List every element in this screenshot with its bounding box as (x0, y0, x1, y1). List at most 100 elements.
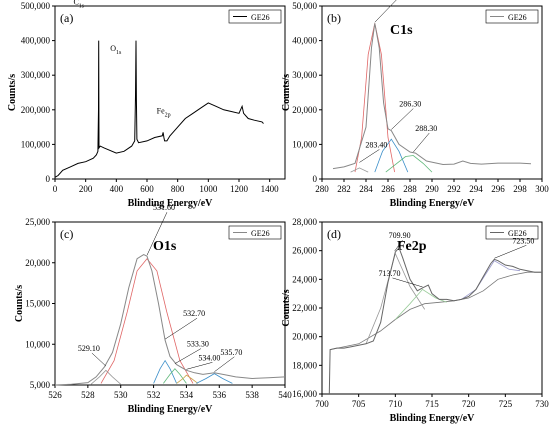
annotation-label: O1s (110, 44, 122, 56)
y-tick-label: 26,000 (292, 246, 317, 256)
legend-box (485, 225, 539, 240)
y-axis-label: Counts/s (7, 74, 18, 111)
series-line-fit (354, 23, 395, 173)
annotation-label: 534.00 (198, 353, 220, 362)
y-tick-label: 22,000 (292, 303, 317, 313)
y-axis-label: Counts/s (14, 285, 25, 322)
y-tick-label: 10,000 (292, 139, 317, 149)
legend-label: GE26 (251, 13, 270, 22)
x-tick-label: 536 (213, 390, 227, 400)
y-tick-label: 40,000 (292, 36, 317, 46)
x-tick-label: 200 (79, 184, 93, 194)
y-tick-label: 5,000 (30, 380, 51, 390)
annotation-label: 723.50 (512, 236, 534, 245)
x-tick-label: 288 (403, 184, 417, 194)
legend-label: GE26 (508, 13, 527, 22)
annotation-label: Fe2p (157, 106, 171, 118)
x-tick-label: 282 (337, 184, 351, 194)
y-tick-label: 16,000 (292, 389, 317, 399)
x-tick-label: 540 (278, 390, 292, 400)
panel-label: (c) (60, 227, 73, 241)
y-tick-label: 100,000 (21, 139, 51, 149)
legend-label: GE26 (508, 229, 527, 238)
y-tick-label: 25,000 (25, 217, 50, 227)
panel-2: 280 282 284 286 288 290 292 294 296 298 300 0 10,000… (281, 0, 549, 209)
plot-frame (321, 221, 543, 395)
annotation-label: 709.90 (389, 231, 411, 240)
y-axis-label: Counts/s (281, 289, 292, 326)
x-tick-label: 534 (180, 390, 194, 400)
annotation-leader (214, 356, 235, 372)
x-tick-label: 1400 (261, 184, 280, 194)
panel-label: (a) (60, 11, 73, 25)
x-tick-label: 1000 (199, 184, 218, 194)
series-line-fit (374, 138, 409, 173)
panel-title: O1s (153, 239, 177, 254)
x-tick-label: 730 (535, 399, 549, 409)
annotation-label: 286.30 (399, 100, 421, 109)
annotation-label: 283.40 (365, 140, 387, 149)
x-tick-label: 720 (462, 399, 476, 409)
annotation-leader (494, 245, 527, 259)
annotation-label: 713.70 (378, 269, 400, 278)
plot-frame (321, 5, 543, 180)
legend-box (228, 225, 282, 240)
panel-4: 700 705 710 715 720 725 730 16,000 18,000 20,000 2… (281, 217, 549, 424)
legend-label: GE26 (251, 229, 270, 238)
x-tick-label: 705 (352, 399, 366, 409)
annotation-label: 288.30 (415, 124, 437, 133)
y-tick-label: 500,000 (21, 1, 51, 11)
x-tick-label: 298 (513, 184, 527, 194)
annotation-leader (174, 348, 202, 364)
panel-label: (b) (327, 11, 341, 25)
x-tick-label: 700 (315, 399, 329, 409)
series-line-fit (153, 359, 177, 384)
y-tick-label: 0 (46, 174, 51, 184)
y-tick-label: 10,000 (25, 339, 50, 349)
series-line-data (54, 254, 286, 386)
series-line-fit (365, 252, 426, 344)
y-tick-label: 300,000 (21, 70, 51, 80)
annotation-leader (374, 0, 397, 23)
x-axis-label: Blinding Energy/eV (128, 404, 214, 415)
annotation-label: 535.70 (220, 348, 242, 357)
x-tick-label: 292 (447, 184, 461, 194)
series-line-fit (330, 271, 542, 350)
x-tick-label: 725 (499, 399, 513, 409)
annotation-leader (394, 239, 403, 252)
y-tick-label: 20,000 (292, 332, 317, 342)
annotation-leader (392, 277, 423, 288)
y-tick-label: 50,000 (292, 1, 317, 11)
panel-3: 526 528 530 532 534 536 538 540 5,000 10,000 15,00… (14, 203, 292, 415)
x-tick-label: 710 (389, 399, 403, 409)
annotation-label: 529.10 (78, 344, 100, 353)
series-line-data (328, 246, 542, 395)
series-line-fit (350, 167, 369, 173)
series-line-fit (395, 288, 447, 320)
legend-box (228, 9, 282, 24)
y-tick-label: 30,000 (292, 70, 317, 80)
annotation-leader (164, 317, 198, 340)
annotation-leader (359, 149, 380, 163)
x-axis-label: Blinding Energy/eV (390, 198, 476, 209)
plot-frame (54, 5, 286, 180)
x-tick-label: 286 (381, 184, 395, 194)
y-tick-label: 200,000 (21, 105, 51, 115)
x-axis-label: Blinding Energy/eV (128, 198, 214, 209)
x-tick-label: 800 (171, 184, 185, 194)
x-tick-label: 600 (140, 184, 154, 194)
x-tick-label: 294 (469, 184, 483, 194)
x-tick-label: 538 (245, 390, 259, 400)
series-line-fit (100, 258, 194, 384)
x-tick-label: 300 (535, 184, 549, 194)
series-line-fit (176, 374, 199, 384)
series-line-fit (385, 155, 433, 173)
series-line-fit (461, 260, 521, 300)
x-tick-label: 280 (315, 184, 329, 194)
x-tick-label: 715 (425, 399, 439, 409)
annotation-label: 533.30 (187, 340, 209, 349)
panel-title: C1s (390, 23, 413, 38)
series-line-fit (90, 369, 121, 385)
panel-title: Fe2p (397, 239, 427, 254)
